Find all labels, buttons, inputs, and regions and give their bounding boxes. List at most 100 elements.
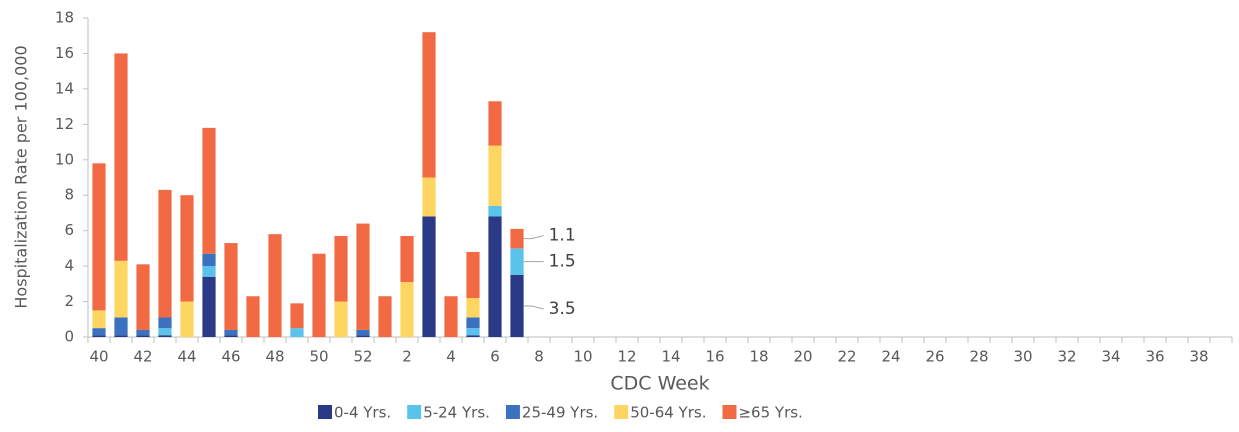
x-tick-label: 36 [1145, 348, 1164, 366]
bar-segment [488, 101, 502, 146]
bar-segment [466, 335, 480, 337]
bar-segment [334, 301, 348, 337]
bar-segment [510, 248, 524, 275]
x-axis-title: CDC Week [610, 373, 709, 395]
x-tick-label: 38 [1189, 348, 1208, 366]
legend-label: 25-49 Yrs. [522, 404, 598, 422]
x-tick-label: 14 [661, 348, 680, 366]
label-leader [523, 235, 544, 240]
x-tick-label: 50 [309, 348, 328, 366]
data-label: 1.5 [549, 252, 576, 272]
y-tick-label: 14 [55, 79, 74, 97]
bar-segment [224, 335, 238, 337]
data-label: 3.5 [549, 299, 576, 319]
bar-segment [466, 317, 480, 329]
bar-segment [158, 335, 172, 337]
legend-label: 0-4 Yrs. [334, 404, 391, 422]
legend-swatch [318, 405, 332, 419]
y-tick-label: 8 [64, 186, 74, 204]
bar-segment [488, 216, 502, 337]
bar-segment [114, 53, 128, 261]
x-tick-label: 40 [89, 348, 108, 366]
x-tick-label: 6 [490, 348, 500, 366]
bar-segment [290, 303, 304, 329]
bar-segment [290, 328, 304, 337]
y-tick-label: 0 [64, 328, 74, 346]
legend-swatch [505, 405, 520, 419]
y-tick-label: 12 [55, 115, 74, 133]
bar-segment [202, 266, 216, 277]
x-tick-label: 44 [177, 348, 196, 366]
y-tick-label: 4 [64, 257, 74, 275]
x-tick-label: 8 [534, 348, 544, 366]
legend-swatch [614, 405, 629, 419]
bar-segment [136, 329, 150, 336]
x-tick-label: 22 [837, 348, 856, 366]
bar-segment [356, 223, 370, 330]
bar-segment [422, 177, 436, 217]
x-tick-label: 52 [353, 348, 372, 366]
bar-segment [510, 274, 524, 337]
x-tick-label: 48 [265, 348, 284, 366]
bar-segment [158, 317, 172, 329]
bar-segment [92, 163, 106, 311]
label-leader [523, 305, 544, 310]
x-tick-label: 4 [446, 348, 456, 366]
x-tick-label: 20 [793, 348, 812, 366]
x-tick-label: 28 [969, 348, 988, 366]
bar-segment [158, 328, 172, 336]
bar-segment [510, 228, 524, 249]
y-tick-label: 6 [64, 221, 74, 239]
x-tick-label: 18 [749, 348, 768, 366]
bar-segment [488, 145, 502, 206]
x-tick-label: 34 [1101, 348, 1120, 366]
x-tick-label: 42 [133, 348, 152, 366]
bar-segment [246, 296, 260, 337]
bar-segment [114, 335, 128, 337]
bar-segment [400, 282, 414, 337]
x-tick-label: 2 [402, 348, 412, 366]
bar-segment [400, 235, 414, 283]
bar-segment [356, 329, 370, 336]
y-axis-title: Hospitalization Rate per 100,000 [12, 45, 31, 308]
bar-segment [114, 317, 128, 336]
bar-segment [466, 298, 480, 318]
bar-segment [114, 260, 128, 318]
bar-segment [180, 301, 194, 337]
x-tick-label: 12 [617, 348, 636, 366]
y-tick-label: 16 [55, 44, 74, 62]
bar-segment [92, 328, 106, 336]
x-tick-label: 30 [1013, 348, 1032, 366]
bar-segment [136, 264, 150, 330]
bar-segment [224, 243, 238, 330]
bar-segment [202, 253, 216, 267]
bar-segment [356, 335, 370, 337]
legend-label: 5-24 Yrs. [423, 404, 490, 422]
bar-segment [488, 205, 502, 217]
data-label: 1.1 [549, 226, 576, 246]
bar-segment [136, 335, 150, 337]
legend-swatch [407, 405, 422, 419]
y-tick-label: 2 [64, 292, 74, 310]
bar-segment [202, 127, 216, 254]
bar-segment [466, 251, 480, 299]
bar-segment [224, 329, 238, 336]
legend-label: ≥65 Yrs. [738, 404, 802, 422]
x-tick-label: 16 [705, 348, 724, 366]
bar-segment [92, 310, 106, 329]
bar-segment [268, 234, 282, 337]
bar-segment [158, 189, 172, 318]
bar-segment [422, 216, 436, 337]
x-tick-label: 46 [221, 348, 240, 366]
y-tick-label: 18 [55, 9, 74, 27]
legend-swatch [722, 405, 737, 419]
bar-segment [444, 296, 458, 337]
bar-segment [312, 253, 326, 337]
bar-segment [466, 328, 480, 336]
bar-segment [92, 335, 106, 337]
x-tick-label: 24 [881, 348, 900, 366]
bar-segment [180, 195, 194, 302]
bar-segment [378, 296, 392, 337]
bar-segment [334, 235, 348, 302]
